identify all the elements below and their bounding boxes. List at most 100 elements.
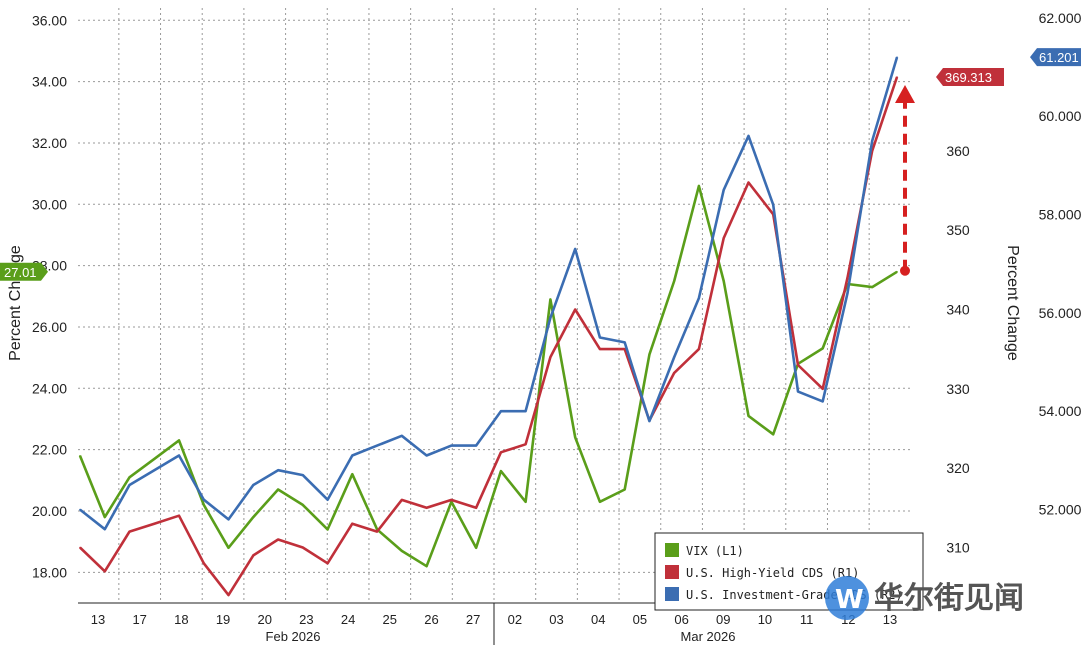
- x-tick-label: 02: [508, 612, 522, 627]
- x-tick-label: 09: [716, 612, 730, 627]
- data-point: [302, 474, 304, 476]
- annotation-arrow-head: [895, 85, 915, 104]
- data-point: [153, 458, 156, 460]
- data-point: [203, 562, 205, 565]
- series-line-ig: [79, 56, 899, 531]
- data-point: [450, 501, 453, 503]
- data-point: [524, 443, 527, 446]
- badge-ig-text: 61.201: [1039, 50, 1079, 65]
- data-point: [203, 504, 205, 506]
- data-point: [79, 455, 81, 457]
- data-point: [425, 565, 428, 567]
- data-point: [128, 484, 131, 486]
- data-point: [623, 488, 626, 491]
- data-point: [79, 546, 81, 549]
- data-point: [648, 353, 651, 356]
- data-point: [178, 439, 180, 442]
- data-point: [351, 473, 354, 476]
- data-point: [450, 444, 453, 447]
- x-tick-label: 18: [174, 612, 188, 627]
- y-left-tick-label: 22.00: [32, 442, 67, 458]
- legend-label-hy: U.S. High-Yield CDS (R1): [686, 566, 859, 580]
- data-point: [673, 356, 675, 358]
- data-point: [302, 504, 304, 506]
- data-point: [599, 348, 601, 350]
- x-tick-label: 04: [591, 612, 605, 627]
- data-point: [871, 140, 873, 142]
- x-tick-label: 06: [674, 612, 688, 627]
- data-point: [846, 276, 849, 279]
- x-tick-label: 03: [549, 612, 563, 627]
- data-point: [252, 484, 255, 486]
- axes: 1317181920232425262702030405060910111213…: [7, 10, 1081, 645]
- watermark: W 华尔街见闻: [825, 576, 1024, 620]
- data-point: [673, 280, 675, 282]
- data-point: [128, 476, 131, 479]
- grid: [78, 8, 910, 603]
- legend-box: [654, 532, 924, 611]
- data-point: [153, 522, 156, 525]
- y-r1-tick-label: 340: [946, 301, 970, 317]
- y-left-tick-label: 24.00: [32, 380, 67, 396]
- data-point: [772, 203, 774, 206]
- badge-ig-shape: [1030, 48, 1081, 67]
- badge-vix-text: 27.01: [4, 265, 37, 280]
- data-point: [104, 516, 106, 518]
- data-point: [326, 528, 329, 531]
- y-r2-tick-label: 54.000: [1039, 403, 1081, 419]
- data-point: [450, 499, 453, 501]
- data-point: [871, 286, 873, 288]
- data-point: [747, 135, 750, 137]
- y-right-title: Percent Change: [1004, 245, 1021, 361]
- data-point: [698, 297, 700, 299]
- annotations: 27.01 369.313 61.201: [0, 48, 1081, 281]
- data-point: [524, 410, 527, 413]
- series-line-vix: [78, 184, 898, 568]
- data-point: [549, 298, 552, 301]
- data-point: [79, 508, 81, 511]
- y-left-tick-label: 20.00: [32, 503, 67, 519]
- y-left-tick-label: 26.00: [32, 319, 67, 335]
- x-tick-label: 23: [299, 612, 313, 627]
- legend-swatch-hy: [665, 565, 679, 579]
- watermark-text: 华尔街见闻: [874, 581, 1024, 616]
- y-left-tick-label: 34.00: [32, 74, 67, 90]
- data-point: [351, 454, 354, 457]
- y-r1-tick-label: 330: [946, 381, 970, 397]
- data-point: [574, 436, 576, 439]
- y-r2-tick-label: 58.000: [1039, 207, 1081, 223]
- y-left-tick-label: 30.00: [32, 196, 67, 212]
- data-point: [722, 237, 725, 239]
- x-tick-label: 26: [424, 612, 438, 627]
- badge-vix: 27.01: [0, 262, 48, 281]
- data-point: [401, 435, 403, 437]
- data-point: [326, 498, 329, 501]
- data-point: [574, 308, 576, 311]
- data-point: [104, 528, 106, 530]
- y-r2-tick-label: 56.000: [1039, 305, 1081, 321]
- data-point: [599, 501, 601, 503]
- data-point: [772, 433, 774, 436]
- x-tick-label: 05: [633, 612, 647, 627]
- data-point: [128, 530, 131, 533]
- x-tick-label: 27: [466, 612, 480, 627]
- data-point: [821, 347, 824, 350]
- data-point: [302, 546, 304, 549]
- data-point: [500, 410, 502, 413]
- data-point: [277, 469, 279, 472]
- x-tick-label: 13: [883, 612, 897, 627]
- legend: VIX (L1) U.S. High-Yield CDS (R1) U.S. I…: [654, 532, 924, 611]
- data-point: [475, 444, 477, 447]
- y-left-tick-label: 32.00: [32, 135, 67, 151]
- data-point: [524, 501, 527, 503]
- data-point: [698, 348, 700, 350]
- x-tick-label: 13: [91, 612, 105, 627]
- series-lines: [78, 56, 899, 597]
- y-r2-tick-label: 52.000: [1039, 502, 1081, 518]
- data-point: [846, 292, 849, 295]
- data-point: [821, 388, 824, 390]
- data-point: [475, 507, 477, 509]
- data-point: [500, 470, 502, 472]
- data-point: [178, 454, 180, 457]
